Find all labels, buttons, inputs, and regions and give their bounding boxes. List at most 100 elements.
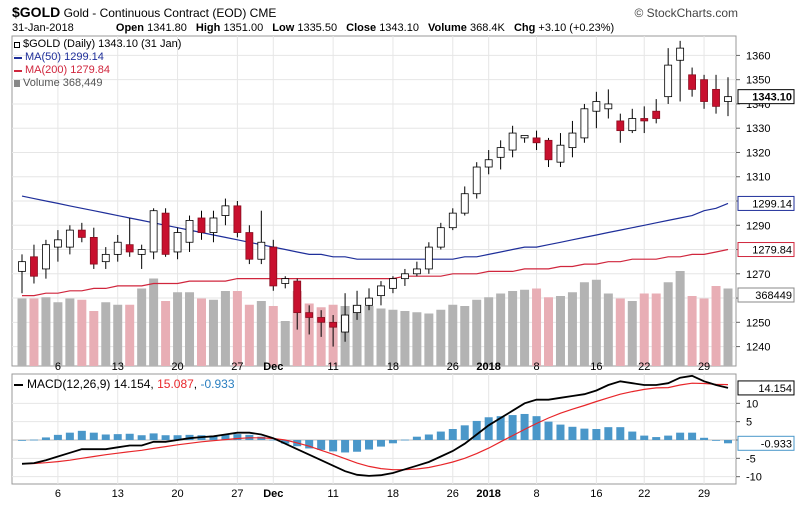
volume-value: 368.4K	[470, 22, 505, 34]
price-x-label: 27	[231, 361, 243, 373]
candle-body	[113, 241, 122, 255]
volume-tag: 368449	[755, 290, 792, 302]
volume-bar	[627, 301, 637, 366]
candle-icon	[14, 41, 20, 48]
candle-body	[77, 229, 86, 238]
volume-bar	[532, 288, 542, 366]
open-label: Open	[115, 22, 145, 34]
legend-price-text: $GOLD (Daily) 1343.10 (31 Jan)	[23, 38, 182, 50]
candle-body	[568, 132, 577, 149]
volume-bar	[544, 297, 554, 366]
volume-bar	[484, 297, 494, 366]
ma200-line	[22, 248, 729, 297]
volume-bar	[161, 301, 171, 366]
hist-value: -0.933	[200, 377, 235, 391]
macd-tag-box	[737, 380, 795, 396]
macd-x-label: 11	[327, 488, 338, 500]
legend-ma200-text: MA(200) 1279.84	[25, 64, 110, 76]
macd-histogram-bar	[77, 430, 86, 440]
volume-bar	[268, 306, 278, 366]
macd-histogram-bar	[496, 416, 505, 440]
brand-watermark[interactable]: © StockCharts.com	[634, 6, 738, 20]
ma200-tag-box	[737, 242, 795, 258]
macd-x-label: 18	[387, 488, 399, 500]
macd-tick-label: 5	[746, 417, 752, 429]
instrument-name: Gold - Continuous Contract (EOD)	[63, 6, 247, 20]
candle-body	[616, 120, 625, 132]
candle-body	[628, 118, 637, 132]
macd-x-label: 8	[533, 488, 539, 500]
ma50-line	[21, 195, 729, 260]
macd-value: 14.154	[113, 377, 151, 391]
macd-histogram-bar	[221, 434, 230, 440]
volume-bar	[280, 321, 290, 366]
macd-histogram-bar	[173, 435, 182, 440]
volume-bar	[137, 288, 147, 366]
candle-body	[173, 232, 182, 253]
close-tag: 1343.10	[752, 92, 792, 104]
candle-body	[652, 110, 661, 119]
legend-ma50: MA(50) 1299.14	[14, 51, 181, 64]
candle-body	[401, 273, 409, 280]
low-label: Low	[272, 22, 295, 34]
volume-bar	[579, 282, 589, 366]
candle-body	[245, 232, 254, 260]
price-tick-label: 1270	[746, 269, 770, 281]
legend-volume: Volume 368,449	[14, 77, 181, 90]
macd-x-label: 13	[112, 488, 124, 500]
macd-tick-label: -10	[746, 472, 762, 484]
macd-histogram-bar	[628, 431, 637, 440]
candle-body	[377, 285, 385, 297]
volume-bar	[244, 304, 254, 366]
macd-histogram-bar	[341, 440, 350, 453]
low-value: 1335.50	[297, 22, 338, 34]
macd-x-label: Dec	[263, 488, 283, 500]
close-tag-box	[737, 89, 795, 105]
candle-body	[269, 246, 278, 287]
macd-histogram-bar	[41, 437, 50, 440]
volume-bar	[412, 312, 422, 366]
macd-histogram-bar	[460, 425, 469, 440]
macd-histogram-bar	[113, 434, 122, 440]
macd-histogram-bar	[436, 431, 445, 440]
price-tick-label: 1350	[746, 75, 770, 87]
candle-body	[137, 249, 146, 255]
macd-histogram-bar	[532, 416, 541, 440]
macd-tick-label: 10	[746, 398, 758, 410]
open-value: 1341.80	[147, 22, 187, 34]
date: 31-Jan-2018	[12, 22, 74, 34]
candle-body	[484, 159, 493, 168]
macd-x-label: 26	[447, 488, 459, 500]
volume-bar	[448, 304, 458, 366]
macd-histogram-bar	[640, 435, 649, 440]
macd-histogram-bar	[688, 432, 697, 440]
volume-bar	[520, 289, 530, 366]
volume-bar	[663, 282, 673, 366]
price-x-label: 20	[171, 361, 183, 373]
candlesticks	[18, 40, 732, 347]
candle-body	[424, 246, 433, 270]
close-value: 1343.10	[379, 22, 419, 34]
volume-bar	[711, 286, 721, 366]
hist-tag-box	[737, 435, 795, 451]
macd-histogram-bar	[484, 417, 493, 440]
price-tick-label: 1240	[746, 342, 770, 354]
grid	[12, 36, 736, 484]
high-label: High	[195, 22, 221, 34]
candle-body	[257, 241, 266, 260]
macd-legend: MACD(12,26,9) 14.154, 15.087, -0.933	[14, 377, 235, 391]
ma50-tag: 1299.14	[752, 198, 792, 210]
volume-bar	[17, 298, 27, 366]
candle-body	[592, 101, 601, 112]
candle-body	[281, 278, 290, 284]
macd-histogram-bar	[149, 433, 158, 440]
macd-histogram-bar	[365, 440, 374, 450]
volume-bar	[208, 299, 218, 366]
price-x-label: 22	[638, 361, 650, 373]
macd-histogram-bar	[556, 424, 565, 440]
exchange: CME	[249, 6, 277, 20]
candle-body	[221, 205, 230, 216]
macd-histogram-bar	[53, 434, 62, 440]
macd-histogram-bar	[18, 440, 26, 441]
volume-bar	[615, 298, 625, 366]
